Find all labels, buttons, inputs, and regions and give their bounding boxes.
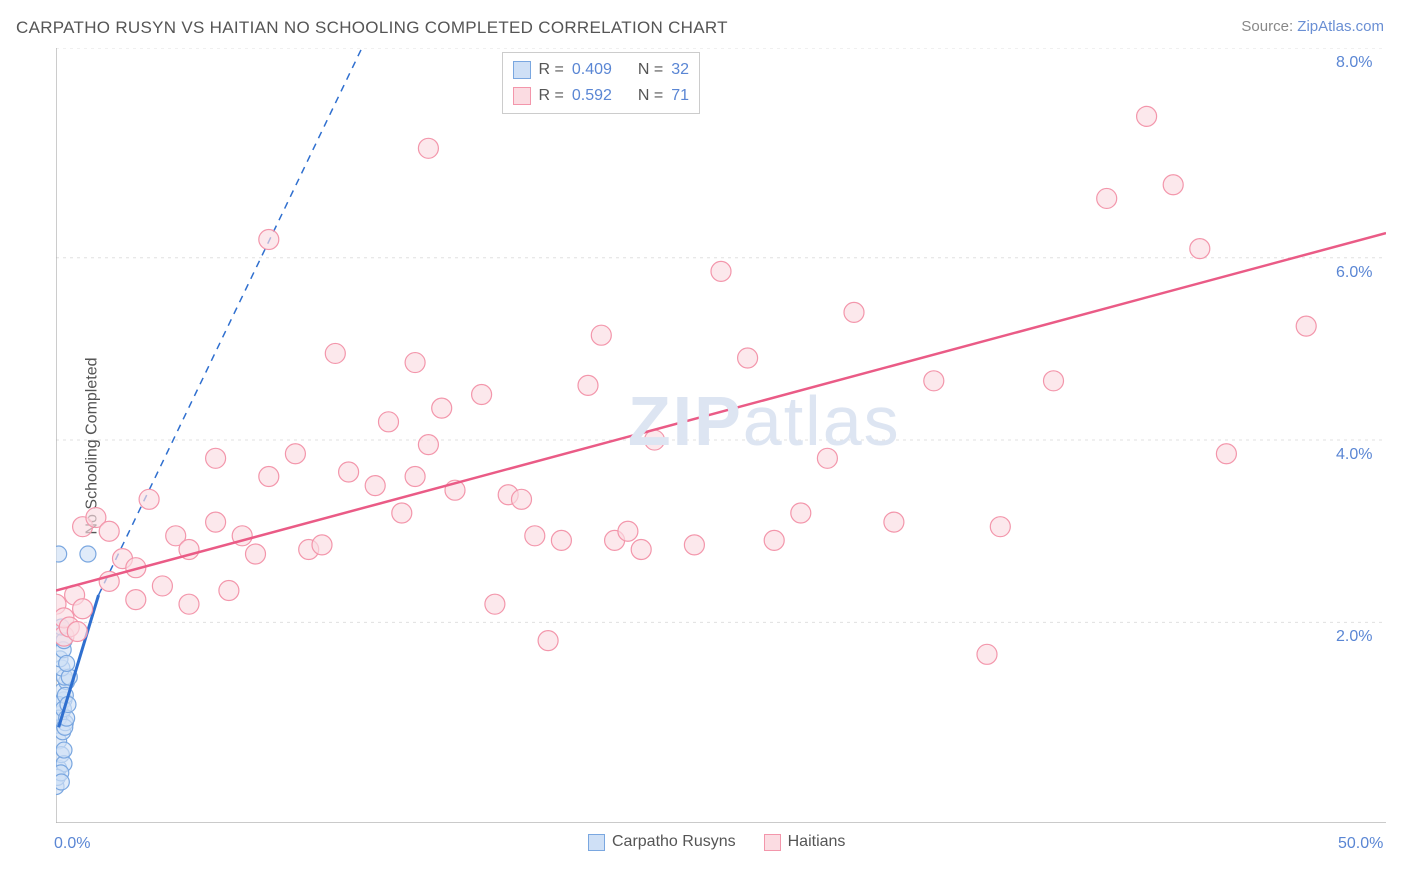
legend-swatch <box>513 87 531 105</box>
source-label: Source: <box>1241 18 1297 35</box>
data-point <box>512 489 532 509</box>
stat-label: N = <box>638 83 663 109</box>
legend-swatch <box>513 61 531 79</box>
data-point <box>56 774 69 790</box>
y-tick-label: 6.0% <box>1336 264 1372 282</box>
data-point <box>791 503 811 523</box>
data-point <box>578 375 598 395</box>
data-point <box>977 644 997 664</box>
data-point <box>259 467 279 487</box>
data-point <box>219 581 239 601</box>
data-point <box>126 590 146 610</box>
data-point <box>56 742 72 758</box>
data-point <box>432 398 452 418</box>
y-tick-label: 4.0% <box>1336 446 1372 464</box>
data-point <box>365 476 385 496</box>
data-point <box>1296 316 1316 336</box>
data-point <box>67 622 87 642</box>
data-point <box>312 535 332 555</box>
data-point <box>139 489 159 509</box>
data-point <box>817 448 837 468</box>
data-point <box>711 261 731 281</box>
correlation-legend-row: R = 0.409 N = 32 <box>513 57 689 83</box>
data-point <box>618 521 638 541</box>
data-point <box>179 594 199 614</box>
stat-n-value: 32 <box>671 57 689 83</box>
data-point <box>1137 106 1157 126</box>
source-value: ZipAtlas.com <box>1297 18 1384 35</box>
data-point <box>551 530 571 550</box>
data-point <box>884 512 904 532</box>
legend-label: Haitians <box>788 833 846 851</box>
stat-r-value: 0.592 <box>572 83 630 109</box>
data-point <box>472 384 492 404</box>
data-point <box>339 462 359 482</box>
data-point <box>764 530 784 550</box>
data-point <box>206 448 226 468</box>
scatter-plot <box>56 48 1386 823</box>
data-point <box>405 353 425 373</box>
data-point <box>1044 371 1064 391</box>
stat-label: N = <box>638 57 663 83</box>
chart-source: Source: ZipAtlas.com <box>1241 18 1384 35</box>
plot-svg <box>56 48 1386 823</box>
stat-r-value: 0.409 <box>572 57 630 83</box>
data-point <box>1190 239 1210 259</box>
x-tick-label: 0.0% <box>54 835 90 853</box>
data-point <box>485 594 505 614</box>
data-point <box>152 576 172 596</box>
correlation-legend: R = 0.409 N = 32 R = 0.592 N = 71 <box>502 52 700 114</box>
data-point <box>1163 175 1183 195</box>
data-point <box>56 546 67 562</box>
data-point <box>73 599 93 619</box>
stat-n-value: 71 <box>671 83 689 109</box>
legend-swatch <box>588 834 605 851</box>
data-point <box>684 535 704 555</box>
data-point <box>59 655 75 671</box>
data-point <box>645 430 665 450</box>
data-point <box>246 544 266 564</box>
x-tick-label: 50.0% <box>1338 835 1383 853</box>
data-point <box>206 512 226 532</box>
data-point <box>405 467 425 487</box>
data-point <box>1216 444 1236 464</box>
data-point <box>285 444 305 464</box>
correlation-legend-row: R = 0.592 N = 71 <box>513 83 689 109</box>
chart-title: CARPATHO RUSYN VS HAITIAN NO SCHOOLING C… <box>16 18 728 38</box>
y-tick-label: 8.0% <box>1336 54 1372 72</box>
data-point <box>538 631 558 651</box>
data-point <box>259 229 279 249</box>
data-point <box>99 521 119 541</box>
data-point <box>738 348 758 368</box>
data-point <box>591 325 611 345</box>
chart-container: CARPATHO RUSYN VS HAITIAN NO SCHOOLING C… <box>0 0 1406 892</box>
legend-swatch <box>764 834 781 851</box>
data-point <box>392 503 412 523</box>
data-point <box>924 371 944 391</box>
legend-label: Carpatho Rusyns <box>612 833 736 851</box>
data-point <box>80 546 96 562</box>
stat-label: R = <box>539 57 564 83</box>
data-point <box>1097 188 1117 208</box>
y-tick-label: 2.0% <box>1336 628 1372 646</box>
data-point <box>631 539 651 559</box>
data-point <box>325 343 345 363</box>
regression-line <box>56 233 1386 590</box>
data-point <box>418 138 438 158</box>
legend-entry: Carpatho Rusyns <box>588 833 736 851</box>
stat-label: R = <box>539 83 564 109</box>
series-legend: Carpatho Rusyns Haitians <box>588 833 845 851</box>
data-point <box>844 302 864 322</box>
data-point <box>525 526 545 546</box>
legend-entry: Haitians <box>764 833 846 851</box>
data-point <box>990 517 1010 537</box>
data-point <box>418 435 438 455</box>
data-point <box>379 412 399 432</box>
